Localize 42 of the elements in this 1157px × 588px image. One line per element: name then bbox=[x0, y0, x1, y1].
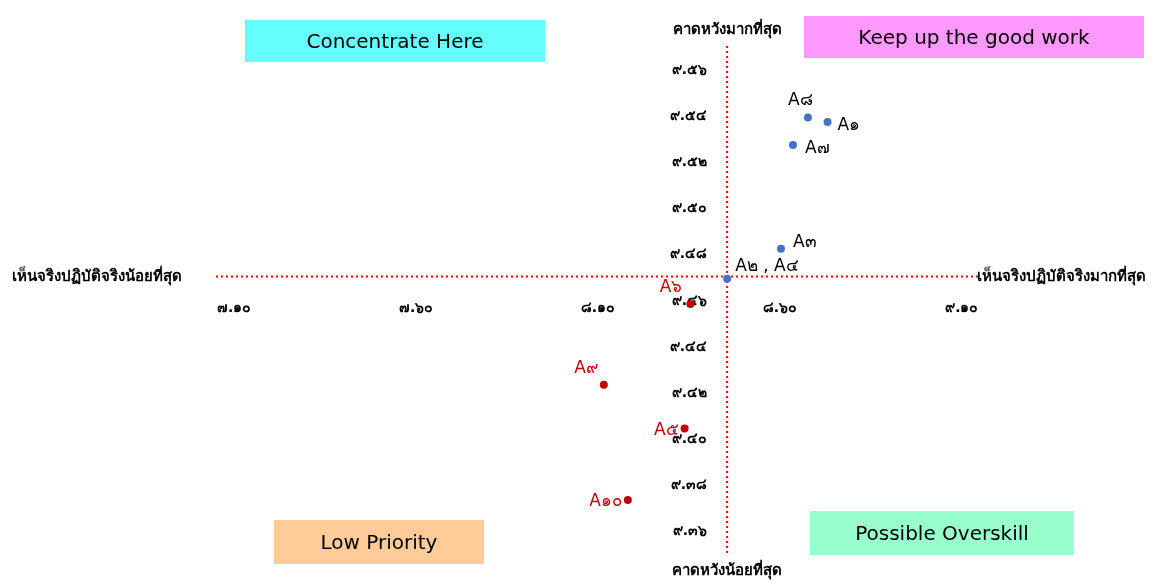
x-tick-label: ๙.๑๐ bbox=[945, 299, 979, 316]
data-label: A๙ bbox=[574, 356, 598, 377]
point bbox=[680, 424, 689, 433]
point bbox=[789, 141, 797, 150]
y-tick-label: ๙.๔๒ bbox=[671, 383, 708, 400]
annotation: Keep up the good work bbox=[858, 25, 1091, 49]
point bbox=[803, 113, 812, 122]
y-tick-label: ๙.๓๖ bbox=[672, 521, 708, 538]
data-label: A๖ bbox=[659, 276, 683, 297]
data-label: A๗ bbox=[805, 137, 830, 158]
label-box: Low Priority bbox=[274, 520, 484, 564]
data-label: A๓ bbox=[793, 230, 817, 251]
annotation: Low Priority bbox=[320, 530, 438, 554]
data-label: A๒ , A๔ bbox=[735, 254, 799, 275]
y-tick-label: ๙.๔๔ bbox=[669, 337, 708, 354]
point bbox=[623, 496, 632, 504]
data-label: A๑๐ bbox=[589, 490, 622, 510]
label-box: Concentrate Here bbox=[245, 20, 545, 62]
x-tick-label: ๘.๑๐ bbox=[580, 299, 616, 316]
text: คาดหวังมากที่สุด bbox=[672, 18, 782, 39]
y-tick-label: ๙.๕๖ bbox=[671, 61, 708, 78]
label-box: Possible Overskill bbox=[810, 511, 1074, 555]
point bbox=[723, 274, 732, 283]
annotation: เห็นจริงปฏิบัติจริงมากที่สุด bbox=[977, 265, 1146, 287]
data-label: A๘ bbox=[787, 89, 813, 110]
y-tick-label: ๙.๕๔ bbox=[669, 107, 708, 124]
text: เห็นจริงปฏิบัติจริงน้อยที่สุด bbox=[12, 265, 182, 287]
annotation: Concentrate Here bbox=[306, 29, 484, 53]
data-label: A๑ bbox=[837, 114, 861, 135]
point bbox=[599, 380, 608, 389]
y-tick-label: ๙.๓๘ bbox=[670, 475, 708, 492]
text: คาดหวังน้อยที่สุด bbox=[672, 559, 783, 580]
point bbox=[823, 118, 832, 127]
y-tick-label: ๙.๕๒ bbox=[671, 153, 708, 170]
y-tick-label: ๙.๕๐ bbox=[671, 199, 708, 216]
point bbox=[777, 244, 785, 253]
y-tick-label: ๙.๔๘ bbox=[669, 245, 708, 262]
x-tick-label: ๗.๖๐ bbox=[398, 299, 434, 316]
label-box: Keep up the good work bbox=[804, 16, 1144, 58]
x-tick-label: ๗.๑๐ bbox=[217, 299, 252, 316]
x-tick-label: ๘.๖๐ bbox=[762, 299, 798, 316]
annotation: Possible Overskill bbox=[855, 521, 1029, 545]
